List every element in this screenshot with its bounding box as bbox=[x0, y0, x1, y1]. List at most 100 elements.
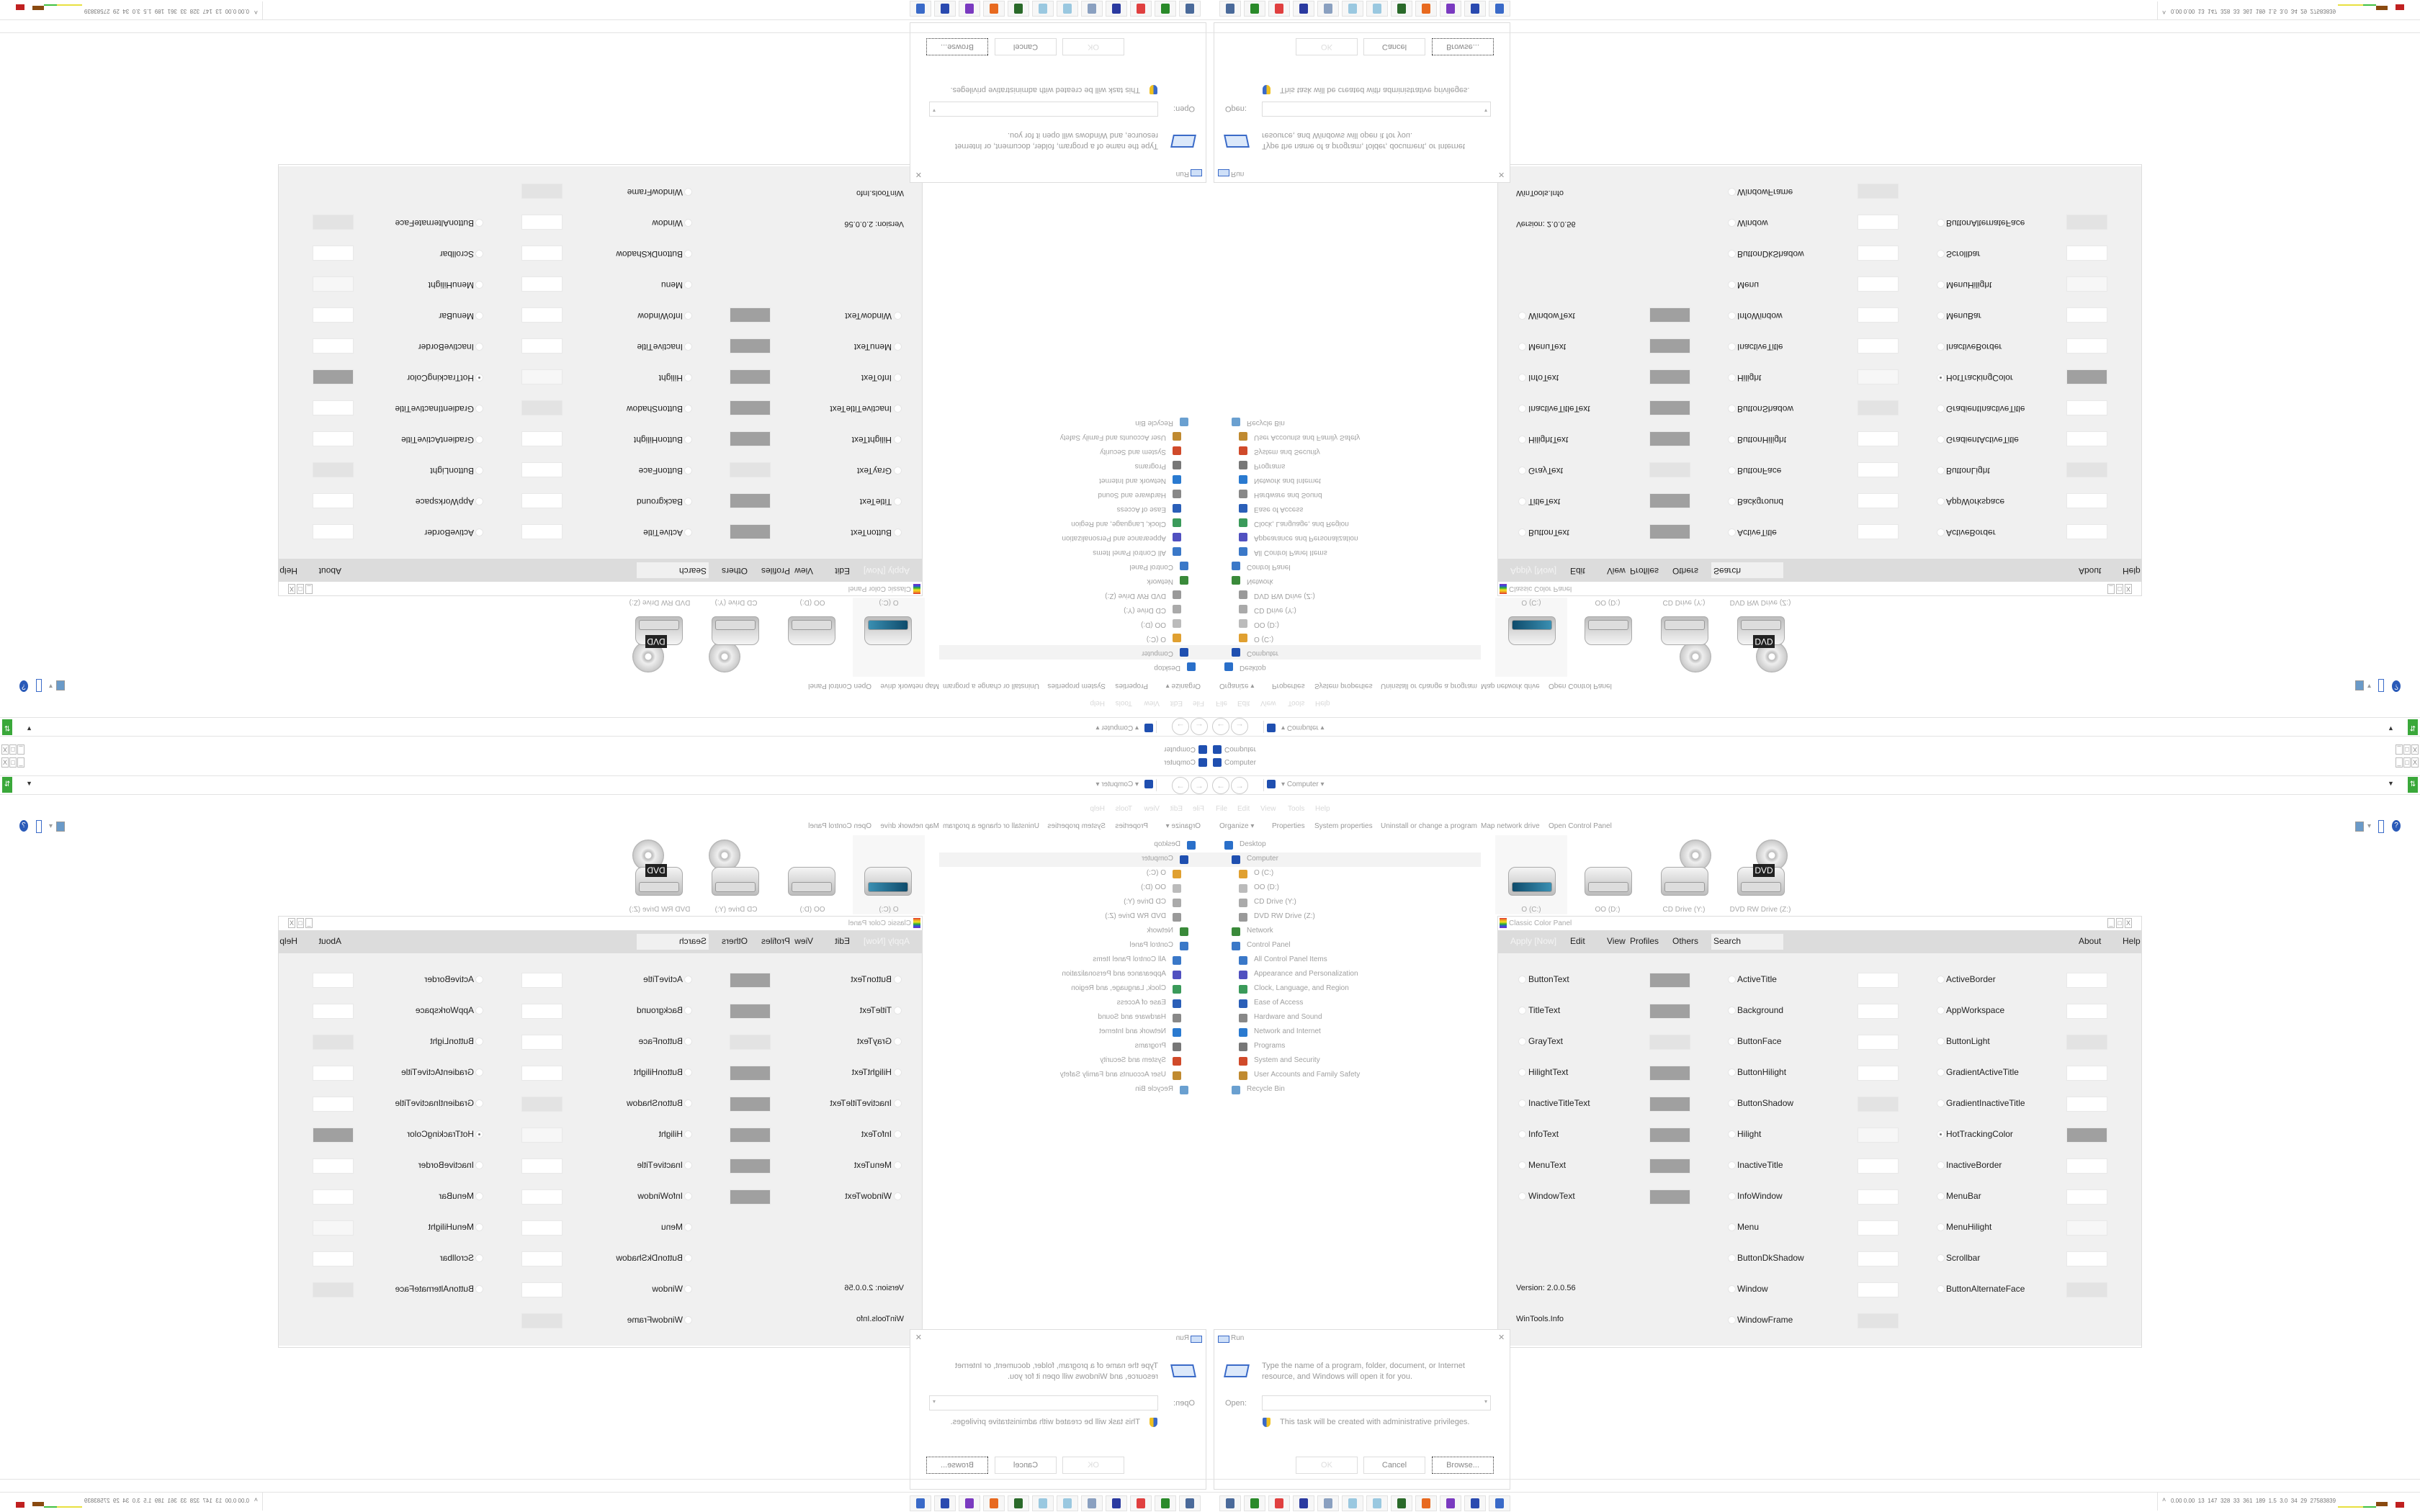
nav-item[interactable]: Network bbox=[1210, 573, 1481, 588]
taskbar-button[interactable] bbox=[959, 1, 980, 17]
color-swatch[interactable] bbox=[2066, 431, 2107, 446]
color-radio[interactable] bbox=[475, 1285, 483, 1293]
preview-pane-button[interactable] bbox=[2378, 820, 2384, 833]
taskbar-button[interactable] bbox=[1317, 1495, 1339, 1511]
color-radio[interactable] bbox=[1518, 374, 1526, 382]
minimize-button[interactable]: _ bbox=[17, 757, 24, 768]
menu-view[interactable]: View bbox=[1607, 566, 1626, 576]
color-swatch[interactable] bbox=[1857, 1313, 1899, 1328]
nav-item[interactable]: DVD RW Drive (Z:) bbox=[1210, 588, 1481, 602]
address-input[interactable]: ▾ Computer ▾ ▼ bbox=[1263, 721, 2402, 733]
color-swatch[interactable] bbox=[313, 246, 354, 261]
color-swatch[interactable] bbox=[1857, 1097, 1899, 1112]
color-radio[interactable] bbox=[894, 1161, 902, 1169]
taskbar-button[interactable] bbox=[1032, 1495, 1054, 1511]
menu-file[interactable]: File bbox=[1216, 805, 1228, 813]
ok-button[interactable]: OK bbox=[1062, 1457, 1124, 1474]
nav-item[interactable]: DVD RW Drive (Z:) bbox=[1210, 910, 1481, 924]
color-swatch[interactable] bbox=[313, 1128, 354, 1143]
taskbar-button[interactable] bbox=[1317, 1, 1339, 17]
toolbar-button[interactable]: Organize ▾ bbox=[1165, 822, 1201, 830]
color-swatch[interactable] bbox=[1857, 1004, 1899, 1019]
toolbar-button[interactable]: Uninstall or change a program bbox=[943, 682, 1039, 690]
color-swatch[interactable] bbox=[2066, 1158, 2107, 1174]
nav-item[interactable]: O (C:) bbox=[1210, 867, 1481, 881]
change-view-button[interactable] bbox=[2355, 680, 2364, 690]
color-swatch[interactable] bbox=[313, 276, 354, 292]
nav-item[interactable]: Ease of Access bbox=[1210, 501, 1481, 516]
color-swatch[interactable] bbox=[521, 276, 563, 292]
color-swatch[interactable] bbox=[521, 1158, 563, 1174]
color-swatch[interactable] bbox=[521, 1220, 563, 1236]
open-combobox[interactable]: ▾ bbox=[1262, 102, 1491, 117]
color-radio[interactable] bbox=[1728, 219, 1736, 227]
color-swatch[interactable] bbox=[1857, 1128, 1899, 1143]
color-swatch[interactable] bbox=[1857, 973, 1899, 988]
help-menu[interactable]: Help bbox=[2123, 566, 2141, 576]
nav-item[interactable]: OO (D:) bbox=[1210, 881, 1481, 896]
taskbar-button[interactable] bbox=[1219, 1495, 1241, 1511]
toolbar-button[interactable]: Uninstall or change a program bbox=[1381, 822, 1477, 830]
color-radio[interactable] bbox=[475, 1223, 483, 1231]
menu-view[interactable]: View bbox=[794, 936, 813, 946]
color-swatch[interactable] bbox=[730, 462, 771, 477]
taskbar-button[interactable] bbox=[1366, 1, 1388, 17]
color-radio[interactable] bbox=[1937, 1130, 1945, 1138]
color-swatch[interactable] bbox=[313, 215, 354, 230]
taskbar-button[interactable] bbox=[910, 1495, 931, 1511]
nav-item[interactable]: Control Panel bbox=[1210, 559, 1481, 573]
nav-item[interactable]: User Accounts and Family Safety bbox=[1210, 1068, 1481, 1083]
color-swatch[interactable] bbox=[521, 1004, 563, 1019]
restore-button[interactable]: □ bbox=[2403, 757, 2411, 768]
color-radio[interactable] bbox=[684, 1130, 692, 1138]
taskbar-button[interactable] bbox=[1293, 1495, 1314, 1511]
color-radio[interactable] bbox=[684, 219, 692, 227]
color-swatch[interactable] bbox=[1857, 246, 1899, 261]
nav-item[interactable]: Hardware and Sound bbox=[939, 487, 1210, 501]
color-swatch[interactable] bbox=[521, 307, 563, 323]
color-radio[interactable] bbox=[1937, 374, 1945, 382]
color-radio[interactable] bbox=[1937, 528, 1945, 536]
color-radio[interactable] bbox=[1518, 405, 1526, 413]
nav-item[interactable]: Desktop bbox=[1210, 838, 1481, 852]
minimize-button[interactable]: _ bbox=[305, 918, 313, 928]
color-swatch[interactable] bbox=[313, 973, 354, 988]
color-radio[interactable] bbox=[1518, 976, 1526, 984]
close-button[interactable]: X bbox=[2411, 744, 2419, 755]
color-swatch[interactable] bbox=[730, 307, 771, 323]
color-radio[interactable] bbox=[1728, 528, 1736, 536]
wintools-link[interactable]: WinTools.Info bbox=[856, 189, 904, 197]
taskbar-button[interactable] bbox=[1032, 1, 1054, 17]
cancel-button[interactable]: Cancel bbox=[1363, 38, 1425, 55]
minimize-button[interactable]: _ bbox=[2107, 918, 2115, 928]
change-view-button[interactable] bbox=[56, 680, 65, 690]
color-swatch[interactable] bbox=[1857, 184, 1899, 199]
color-swatch[interactable] bbox=[2066, 338, 2107, 354]
view-dropdown-icon[interactable]: ▾ bbox=[48, 822, 53, 830]
color-radio[interactable] bbox=[684, 374, 692, 382]
color-swatch[interactable] bbox=[313, 1004, 354, 1019]
nav-item[interactable]: Computer bbox=[939, 645, 1210, 660]
menu-view[interactable]: View bbox=[1144, 805, 1160, 813]
maximize-button[interactable]: □ bbox=[297, 584, 304, 594]
color-swatch[interactable] bbox=[2066, 276, 2107, 292]
color-radio[interactable] bbox=[1728, 188, 1736, 196]
taskbar-button[interactable] bbox=[1489, 1, 1510, 17]
nav-item[interactable]: System and Security bbox=[939, 444, 1210, 458]
color-radio[interactable] bbox=[1937, 498, 1945, 505]
nav-item[interactable]: Network bbox=[939, 924, 1210, 939]
taskbar-button[interactable] bbox=[983, 1, 1005, 17]
nav-item[interactable]: CD Drive (Y:) bbox=[939, 896, 1210, 910]
color-swatch[interactable] bbox=[730, 1035, 771, 1050]
toolbar-button[interactable]: System properties bbox=[1047, 822, 1106, 830]
color-radio[interactable] bbox=[1937, 467, 1945, 474]
about-menu[interactable]: About bbox=[318, 566, 341, 576]
color-radio[interactable] bbox=[684, 1316, 692, 1324]
color-radio[interactable] bbox=[1728, 1068, 1736, 1076]
taskbar-button[interactable] bbox=[983, 1495, 1005, 1511]
show-hidden-icons-button[interactable]: ˄ bbox=[254, 1496, 258, 1503]
menu-view[interactable]: View bbox=[794, 566, 813, 576]
color-swatch[interactable] bbox=[2066, 1128, 2107, 1143]
restore-button[interactable]: □ bbox=[9, 757, 17, 768]
nav-item[interactable]: Control Panel bbox=[939, 559, 1210, 573]
